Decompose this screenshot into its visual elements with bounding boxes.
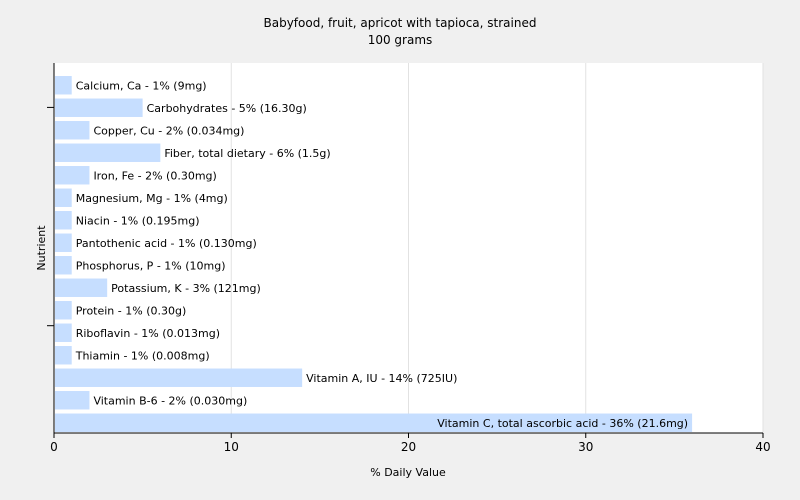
bar-label: Copper, Cu - 2% (0.034mg) bbox=[93, 124, 244, 137]
bar-label: Vitamin B-6 - 2% (0.030mg) bbox=[93, 394, 247, 407]
bar-label: Calcium, Ca - 1% (9mg) bbox=[76, 79, 207, 92]
y-ticks bbox=[47, 106, 54, 327]
bar bbox=[55, 76, 72, 95]
bar bbox=[55, 391, 90, 410]
bar-label: Pantothenic acid - 1% (0.130mg) bbox=[76, 237, 257, 250]
bar bbox=[55, 188, 72, 207]
bar-label: Riboflavin - 1% (0.013mg) bbox=[76, 327, 220, 340]
x-axis-title: % Daily Value bbox=[370, 466, 446, 479]
bar-label: Vitamin C, total ascorbic acid - 36% (21… bbox=[437, 417, 688, 430]
bar-label: Phosphorus, P - 1% (10mg) bbox=[76, 259, 226, 272]
bar-label: Carbohydrates - 5% (16.30g) bbox=[147, 102, 307, 115]
chart-title: Babyfood, fruit, apricot with tapioca, s… bbox=[264, 16, 537, 30]
bar bbox=[55, 211, 72, 230]
bar-label: Vitamin A, IU - 14% (725IU) bbox=[306, 372, 457, 385]
bar bbox=[55, 256, 72, 275]
x-tick-label: 20 bbox=[401, 440, 416, 454]
y-axis-title: Nutrient bbox=[35, 225, 48, 271]
bar-label: Niacin - 1% (0.195mg) bbox=[76, 214, 200, 227]
bar-label: Protein - 1% (0.30g) bbox=[76, 304, 187, 317]
bars bbox=[55, 76, 693, 432]
x-ticks: 0 10 20 30 40 bbox=[50, 433, 771, 454]
bar bbox=[55, 368, 303, 387]
bar bbox=[55, 413, 693, 432]
bar-labels: Calcium, Ca - 1% (9mg) Carbohydrates - 5%… bbox=[75, 79, 688, 430]
bar-label: Fiber, total dietary - 6% (1.5g) bbox=[164, 147, 330, 160]
bar bbox=[55, 346, 72, 365]
bar bbox=[55, 233, 72, 252]
x-tick-label: 40 bbox=[755, 440, 770, 454]
bar-label: Thiamin - 1% (0.008mg) bbox=[75, 349, 210, 362]
bar bbox=[55, 278, 108, 297]
bar bbox=[55, 301, 72, 320]
bar-label: Iron, Fe - 2% (0.30mg) bbox=[93, 169, 216, 182]
x-tick-label: 0 bbox=[50, 440, 58, 454]
bar-label: Potassium, K - 3% (121mg) bbox=[111, 282, 261, 295]
x-tick-label: 10 bbox=[224, 440, 239, 454]
bar bbox=[55, 98, 143, 117]
bar bbox=[55, 121, 90, 140]
bar bbox=[55, 323, 72, 342]
bar-label: Magnesium, Mg - 1% (4mg) bbox=[76, 192, 228, 205]
bar bbox=[55, 166, 90, 185]
x-tick-label: 30 bbox=[578, 440, 593, 454]
bar bbox=[55, 143, 161, 162]
chart-subtitle: 100 grams bbox=[368, 33, 433, 47]
